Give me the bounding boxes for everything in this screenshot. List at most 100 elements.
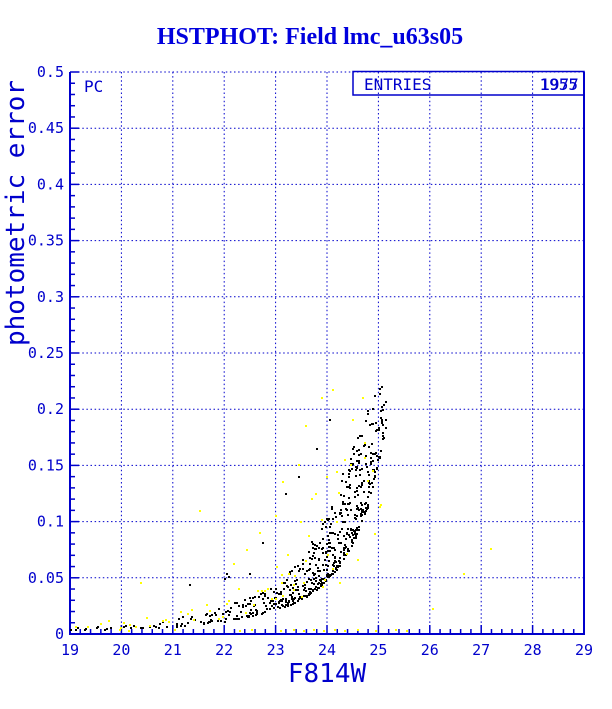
stats-entries-label: ENTRIES — [364, 75, 431, 94]
data-point — [379, 506, 381, 508]
data-point — [214, 612, 216, 614]
data-point — [351, 545, 353, 547]
data-point — [327, 519, 329, 521]
data-point — [211, 614, 213, 616]
data-point — [306, 581, 308, 583]
data-point — [180, 625, 182, 627]
data-point — [381, 386, 383, 388]
plot-frame — [69, 72, 585, 635]
data-point — [302, 568, 304, 570]
data-point — [97, 626, 99, 628]
data-point — [306, 595, 308, 597]
data-point — [321, 519, 323, 521]
data-point — [100, 623, 102, 625]
data-point — [382, 435, 384, 437]
data-point — [361, 468, 363, 470]
data-point — [187, 613, 189, 615]
data-point — [311, 541, 313, 543]
data-point — [277, 606, 279, 608]
data-point — [378, 456, 380, 458]
data-point — [340, 551, 342, 553]
data-point — [329, 526, 331, 528]
data-point — [311, 498, 313, 500]
data-point — [280, 599, 282, 601]
data-point — [203, 623, 205, 625]
data-point — [242, 606, 244, 608]
data-point — [339, 582, 341, 584]
data-point — [372, 453, 374, 455]
data-point — [372, 408, 374, 410]
data-point — [191, 616, 193, 618]
data-point — [75, 629, 77, 631]
data-point — [314, 544, 316, 546]
data-point — [310, 588, 312, 590]
data-point — [327, 573, 329, 575]
data-point — [352, 448, 354, 450]
data-point — [323, 569, 325, 571]
data-point — [239, 630, 241, 632]
data-point — [228, 576, 230, 578]
data-point — [315, 577, 317, 579]
data-point — [233, 563, 235, 565]
data-point — [104, 629, 106, 631]
data-point — [77, 627, 79, 629]
data-point — [370, 492, 372, 494]
data-point — [184, 625, 186, 627]
data-point — [159, 623, 161, 625]
x-tick-label: 25 — [369, 641, 387, 659]
data-point — [321, 528, 323, 530]
data-point — [375, 630, 377, 632]
data-point — [371, 482, 373, 484]
data-point — [211, 620, 213, 622]
data-point — [353, 446, 355, 448]
data-point — [325, 564, 327, 566]
data-point — [264, 611, 266, 613]
data-point — [267, 597, 269, 599]
data-point — [345, 481, 347, 483]
data-point — [315, 586, 317, 588]
data-point — [341, 515, 343, 517]
data-point — [218, 618, 220, 620]
data-point — [140, 627, 142, 629]
data-point — [359, 435, 361, 437]
data-point — [200, 621, 202, 623]
data-point — [355, 518, 357, 520]
data-point — [350, 509, 352, 511]
data-point — [342, 521, 344, 523]
data-point — [327, 565, 329, 567]
data-point — [379, 388, 381, 390]
data-point — [357, 559, 359, 561]
data-point — [271, 605, 273, 607]
data-point — [370, 457, 372, 459]
data-point — [226, 573, 228, 575]
data-point — [361, 484, 363, 486]
data-point — [310, 579, 312, 581]
data-point — [264, 593, 266, 595]
x-axis-title: F814W — [288, 659, 367, 689]
data-point — [322, 552, 324, 554]
data-point — [289, 589, 291, 591]
data-point — [315, 580, 317, 582]
data-point — [306, 570, 308, 572]
data-point — [256, 610, 258, 612]
data-point — [363, 445, 365, 447]
data-point — [340, 542, 342, 544]
data-point — [334, 533, 336, 535]
data-point — [281, 582, 283, 584]
data-point — [374, 471, 376, 473]
data-point — [70, 629, 72, 631]
y-tick-label: 0.1 — [37, 513, 64, 531]
data-point — [291, 596, 293, 598]
data-point — [297, 600, 299, 602]
data-point — [311, 558, 313, 560]
data-point — [372, 470, 374, 472]
data-point — [262, 592, 264, 594]
data-point — [349, 484, 351, 486]
data-point — [352, 542, 354, 544]
data-point — [349, 536, 351, 538]
data-point — [362, 509, 364, 511]
data-point — [266, 608, 268, 610]
data-point — [182, 616, 184, 618]
data-point — [191, 609, 193, 611]
